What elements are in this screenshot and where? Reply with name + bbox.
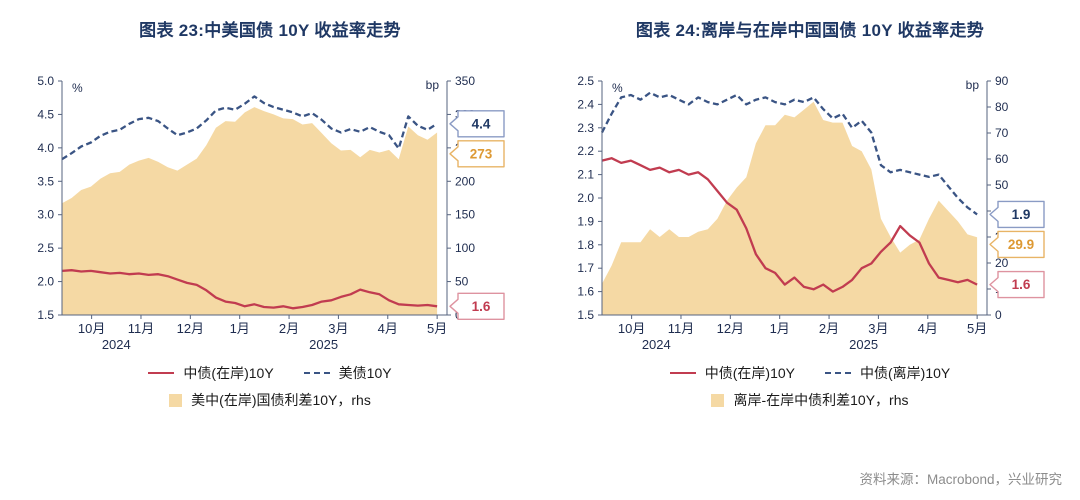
- chart-24-canvas: 2.5 2.4 2.3 2.2 2.1 2.0 1.9 1.8 1.7 1.6 1.5 90 80 70 6…: [577, 74, 1045, 352]
- solid-red-line-swatch: [148, 372, 175, 374]
- svg-text:1.9: 1.9: [1012, 207, 1031, 222]
- svg-text:350: 350: [455, 74, 475, 88]
- chart-panel-23: 图表 23:中美国债 10Y 收益率走势 5.0 4.5 4.0 3.5 3.0 2.5 2…: [0, 10, 540, 410]
- legend-item: 中债(离岸)10Y: [825, 363, 950, 383]
- svg-text:1.8: 1.8: [577, 238, 594, 252]
- svg-text:1月: 1月: [770, 321, 790, 336]
- svg-text:11月: 11月: [668, 321, 695, 336]
- svg-text:50: 50: [455, 275, 469, 289]
- svg-text:2024: 2024: [642, 337, 671, 352]
- svg-text:60: 60: [995, 152, 1009, 166]
- svg-text:1.7: 1.7: [577, 261, 594, 275]
- svg-text:12月: 12月: [717, 321, 744, 336]
- svg-text:1.6: 1.6: [472, 299, 491, 314]
- chart-panel-24: 图表 24:离岸与在岸中国国债 10Y 收益率走势 2.5 2.4 2.3 2.2 2.…: [540, 10, 1080, 410]
- svg-text:bp: bp: [966, 78, 980, 92]
- chart-24-title: 图表 24:离岸与在岸中国国债 10Y 收益率走势: [635, 21, 985, 40]
- svg-text:10月: 10月: [78, 321, 105, 336]
- svg-text:2.5: 2.5: [37, 241, 54, 255]
- chart-23-title: 图表 23:中美国债 10Y 收益率走势: [139, 21, 401, 40]
- svg-text:4月: 4月: [918, 321, 938, 336]
- svg-text:1.9: 1.9: [577, 214, 594, 228]
- legend-label: 中债(离岸)10Y: [860, 365, 951, 381]
- area-swatch: [711, 393, 725, 407]
- dashed-navy-line-swatch: [303, 372, 330, 374]
- svg-text:%: %: [612, 81, 623, 95]
- legend-label: 中债(在岸)10Y: [704, 365, 795, 381]
- svg-text:5月: 5月: [427, 321, 447, 336]
- svg-text:12月: 12月: [177, 321, 204, 336]
- svg-text:2.5: 2.5: [577, 74, 594, 88]
- charts-row: 图表 23:中美国债 10Y 收益率走势 5.0 4.5 4.0 3.5 3.0 2.5 2…: [0, 10, 1080, 410]
- svg-text:1.5: 1.5: [37, 308, 54, 322]
- svg-text:20: 20: [995, 256, 1009, 270]
- svg-text:1月: 1月: [230, 321, 250, 336]
- svg-text:80: 80: [995, 100, 1009, 114]
- chart-23-legend: 中债(在岸)10Y 美债10Y 美中(在岸)国债利差10Y，rhs: [148, 363, 392, 410]
- legend-label: 中债(在岸)10Y: [183, 365, 274, 381]
- svg-text:0: 0: [995, 308, 1002, 322]
- svg-text:273: 273: [470, 146, 493, 161]
- svg-text:200: 200: [455, 174, 475, 188]
- legend-label: 美债10Y: [338, 365, 392, 381]
- svg-text:2024: 2024: [102, 337, 131, 352]
- svg-text:70: 70: [995, 126, 1009, 140]
- svg-text:29.9: 29.9: [1008, 237, 1034, 252]
- svg-text:5.0: 5.0: [37, 74, 54, 88]
- legend-label: 美中(在岸)国债利差10Y，rhs: [191, 392, 371, 408]
- svg-text:4月: 4月: [378, 321, 398, 336]
- chart-23-canvas: 5.04.54.03.53.02.52.01.53503002502001501…: [37, 74, 505, 352]
- svg-text:4.0: 4.0: [37, 141, 54, 155]
- legend-row: 离岸-在岸中债利差10Y，rhs: [711, 390, 909, 410]
- svg-text:10月: 10月: [618, 321, 645, 336]
- svg-text:50: 50: [995, 178, 1009, 192]
- svg-text:2月: 2月: [279, 321, 299, 336]
- svg-text:2025: 2025: [849, 337, 878, 352]
- svg-text:5月: 5月: [967, 321, 987, 336]
- svg-text:1.6: 1.6: [577, 285, 594, 299]
- legend-label: 离岸-在岸中债利差10Y，rhs: [733, 392, 909, 408]
- svg-text:2.0: 2.0: [577, 191, 594, 205]
- svg-text:1.5: 1.5: [577, 308, 594, 322]
- svg-text:3月: 3月: [868, 321, 888, 336]
- svg-text:2月: 2月: [819, 321, 839, 336]
- legend-item: 美中(在岸)国债利差10Y，rhs: [169, 390, 371, 410]
- legend-item: 中债(在岸)10Y: [669, 363, 795, 383]
- svg-text:bp: bp: [426, 78, 440, 92]
- source-note: 资料来源：Macrobond，兴业研究: [859, 472, 1062, 487]
- legend-row: 中债(在岸)10Y 美债10Y: [148, 363, 392, 383]
- svg-text:3月: 3月: [328, 321, 348, 336]
- svg-text:2.4: 2.4: [577, 97, 594, 111]
- solid-red-line-swatch: [669, 372, 696, 374]
- legend-item: 中债(在岸)10Y: [148, 363, 274, 383]
- svg-text:2025: 2025: [309, 337, 338, 352]
- legend-item: 离岸-在岸中债利差10Y，rhs: [711, 390, 909, 410]
- svg-text:%: %: [72, 81, 83, 95]
- dashed-navy-line-swatch: [825, 372, 851, 374]
- svg-text:4.4: 4.4: [472, 116, 491, 131]
- legend-item: 美债10Y: [303, 363, 392, 383]
- svg-text:3.5: 3.5: [37, 174, 54, 188]
- svg-text:11月: 11月: [128, 321, 155, 336]
- svg-text:150: 150: [455, 208, 475, 222]
- svg-text:100: 100: [455, 241, 475, 255]
- svg-text:2.3: 2.3: [577, 121, 594, 135]
- svg-text:2.1: 2.1: [577, 168, 594, 182]
- area-swatch: [169, 393, 183, 407]
- svg-text:4.5: 4.5: [37, 107, 54, 121]
- chart-24-legend: 中债(在岸)10Y 中债(离岸)10Y 离岸-在岸中债利差10Y，rhs: [669, 363, 950, 410]
- svg-text:3.0: 3.0: [37, 208, 54, 222]
- svg-text:1.6: 1.6: [1012, 277, 1031, 292]
- legend-row: 美中(在岸)国债利差10Y，rhs: [169, 390, 371, 410]
- svg-text:2.0: 2.0: [37, 275, 54, 289]
- legend-row: 中债(在岸)10Y 中债(离岸)10Y: [669, 363, 950, 383]
- svg-text:90: 90: [995, 74, 1009, 88]
- svg-text:2.2: 2.2: [577, 144, 594, 158]
